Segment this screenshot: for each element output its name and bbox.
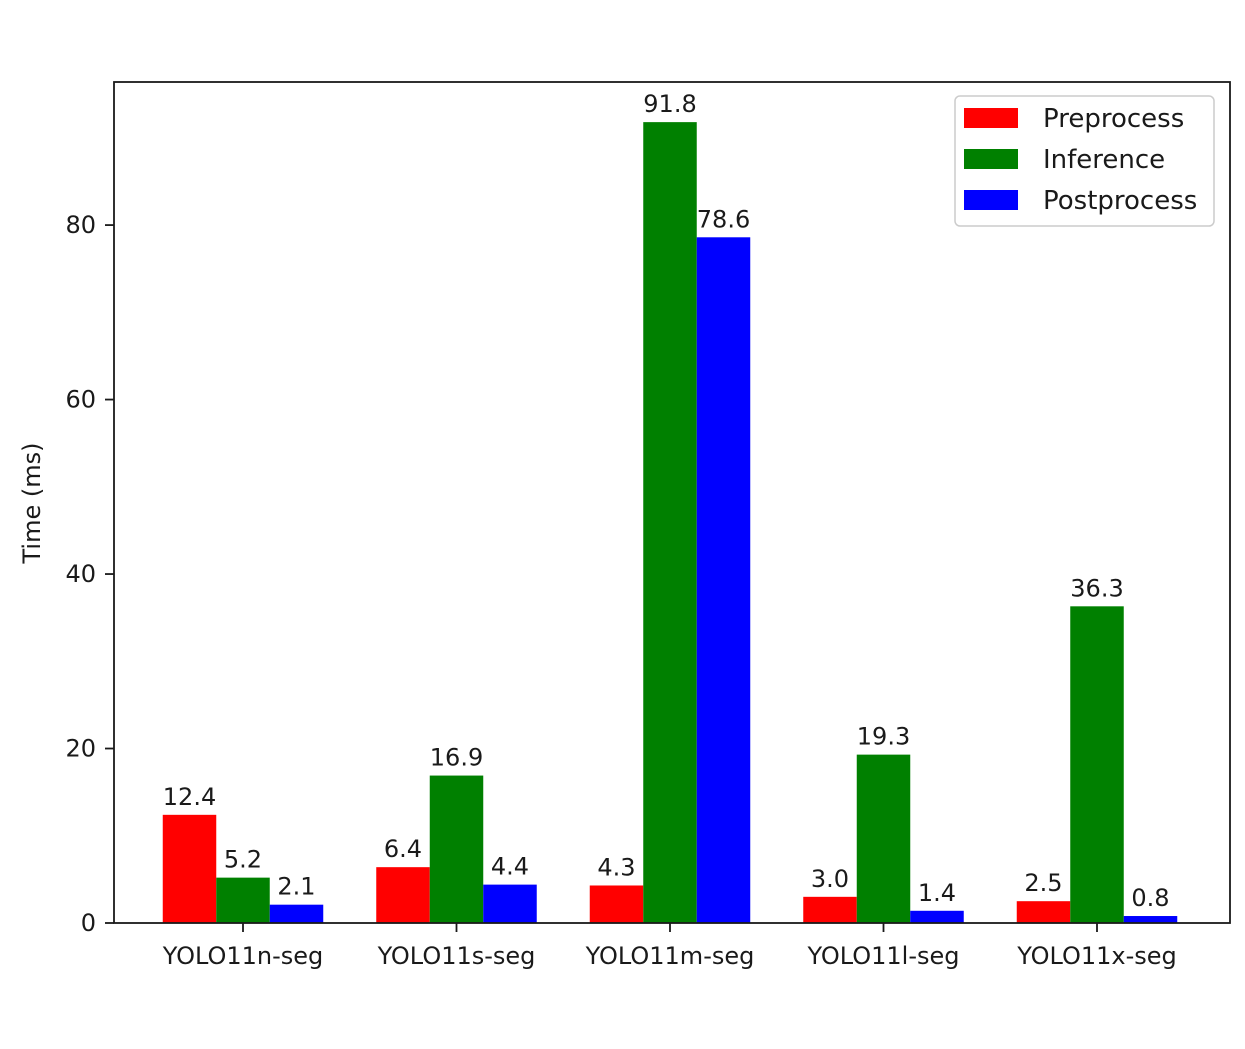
data-label-preprocess-2: 6.4 — [384, 835, 422, 863]
data-label-inference-2: 16.9 — [430, 744, 483, 772]
bar-preprocess-3 — [589, 885, 644, 923]
x-tick-label: YOLO11x-seg — [1016, 942, 1177, 970]
y-tick-label: 0 — [81, 909, 96, 937]
data-label-inference-3: 91.8 — [643, 90, 696, 118]
data-label-preprocess-1: 12.4 — [163, 783, 216, 811]
bar-preprocess-5 — [1016, 901, 1071, 923]
legend-label-postprocess: Postprocess — [1043, 186, 1197, 216]
bar-inference-2 — [429, 775, 484, 923]
data-label-postprocess-2: 4.4 — [491, 853, 529, 881]
data-label-preprocess-3: 4.3 — [597, 853, 635, 881]
y-tick-label: 80 — [65, 211, 96, 239]
y-tick-label: 20 — [65, 735, 96, 763]
y-tick-label: 60 — [65, 386, 96, 414]
data-label-inference-4: 19.3 — [857, 723, 910, 751]
x-tick-label: YOLO11l-seg — [806, 942, 959, 970]
legend: Preprocess Inference Postprocess — [954, 95, 1215, 227]
bar-postprocess-1 — [269, 904, 324, 923]
legend-box — [954, 95, 1215, 227]
ticks-layer: 0 20 40 60 80 YOLO11n-seg YOLO11s-seg YOLO11m-s… — [65, 211, 1176, 970]
bar-inference-1 — [216, 877, 270, 923]
bar-postprocess-4 — [910, 910, 964, 923]
legend-swatch-postprocess — [964, 190, 1018, 210]
data-labels-layer: 12.4 6.4 4.3 3.0 2.5 5.2 16.9 91.8 19.3 36.3 2.1 4.… — [163, 90, 1170, 912]
legend-swatch-inference — [964, 149, 1018, 169]
bar-preprocess-1 — [162, 814, 217, 923]
bar-inference-5 — [1070, 606, 1124, 923]
legend-label-preprocess: Preprocess — [1043, 104, 1184, 134]
bar-inference-3 — [643, 122, 697, 923]
data-label-inference-5: 36.3 — [1070, 574, 1123, 602]
legend-swatch-preprocess — [964, 108, 1018, 128]
bar-postprocess-5 — [1123, 916, 1178, 923]
y-axis-title: Time (ms) — [18, 443, 46, 565]
data-label-inference-1: 5.2 — [224, 846, 262, 874]
data-label-postprocess-1: 2.1 — [277, 873, 315, 901]
data-label-postprocess-4: 1.4 — [918, 879, 956, 907]
bar-preprocess-4 — [803, 896, 857, 923]
legend-label-inference: Inference — [1043, 145, 1165, 175]
bars-layer — [162, 122, 1178, 923]
y-tick-label: 40 — [65, 560, 96, 588]
plot-area-frame — [113, 81, 1231, 924]
bar-postprocess-2 — [483, 884, 537, 923]
x-tick-label: YOLO11n-seg — [162, 942, 324, 970]
bar-postprocess-3 — [696, 237, 751, 923]
data-label-postprocess-5: 0.8 — [1131, 884, 1169, 912]
data-label-postprocess-3: 78.6 — [697, 205, 750, 233]
x-tick-label: YOLO11s-seg — [377, 942, 536, 970]
data-label-preprocess-4: 3.0 — [811, 865, 849, 893]
bar-preprocess-2 — [376, 867, 430, 923]
x-tick-label: YOLO11m-seg — [585, 942, 755, 970]
bar-inference-4 — [856, 754, 911, 923]
data-label-preprocess-5: 2.5 — [1024, 869, 1062, 897]
